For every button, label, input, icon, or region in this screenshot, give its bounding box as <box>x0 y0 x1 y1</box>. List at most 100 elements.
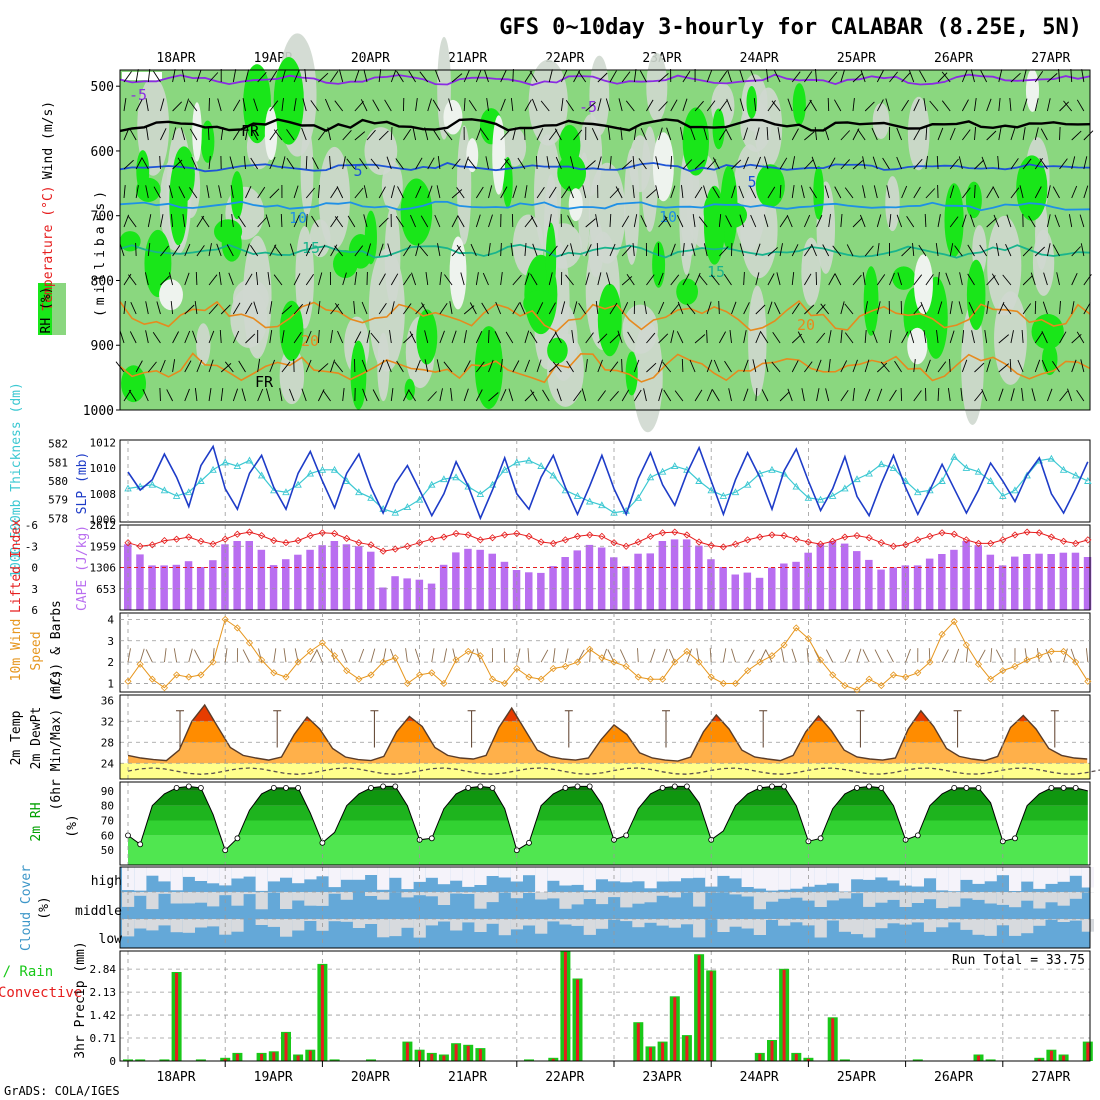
wind-barb <box>512 274 522 286</box>
wind-speed-point <box>756 658 764 666</box>
wind-barb <box>662 361 672 373</box>
wind-barb <box>552 361 562 373</box>
surface-wind-barb <box>527 648 530 663</box>
wind-barb <box>269 70 278 83</box>
cloud-clear-segment <box>632 892 645 904</box>
lifted-index-point <box>938 529 946 537</box>
rh-point <box>295 785 302 791</box>
wind-speed-point <box>719 679 727 688</box>
surface-wind-barb <box>722 648 727 663</box>
surface-wind-barb <box>224 648 228 663</box>
convective-bar <box>175 973 179 1061</box>
lifted-index-point <box>1084 536 1092 544</box>
rh-dry-patch <box>987 215 1022 316</box>
cloud-clear-segment <box>413 867 426 882</box>
surface-wind-barb <box>139 648 145 663</box>
wind-barb <box>482 272 489 286</box>
wind-barb <box>862 156 866 170</box>
wind-barb <box>971 330 975 344</box>
wind-speed-point <box>780 641 788 649</box>
cloud-clear-segment <box>571 892 584 905</box>
wind-barb <box>643 301 647 315</box>
wind-speed-point <box>829 671 837 679</box>
wind-barb <box>180 127 186 141</box>
rh-dry-patch <box>907 96 930 171</box>
rh-moist-patch <box>892 266 916 290</box>
bottom-date-label: 23APR <box>642 1070 681 1085</box>
wind-barb <box>467 158 477 170</box>
wind-barb <box>791 360 799 373</box>
wind-barb <box>311 215 319 228</box>
wind-barb <box>378 243 384 257</box>
wind-barb <box>208 243 212 257</box>
cape-bar <box>476 549 484 610</box>
wind-barb <box>566 360 574 373</box>
lifted-index-point <box>549 539 557 547</box>
upper-wind-barbs <box>115 68 1094 402</box>
wind-barb <box>147 361 157 373</box>
ylabel-cape: CAPE (J/kg) <box>75 525 90 611</box>
wind-barb <box>743 330 747 344</box>
thickness-point <box>330 465 339 473</box>
cloud-clear-segment <box>1033 892 1046 909</box>
wind-barb <box>334 245 344 257</box>
cape-tick-label: 1959 <box>90 540 117 553</box>
wind-barb <box>123 71 132 83</box>
wind-barb <box>625 100 635 112</box>
cloud-clear-segment <box>923 919 937 932</box>
temperature-tick-label: 36 <box>101 694 114 707</box>
wind-barb <box>731 185 736 199</box>
cloud-clear-segment <box>292 867 305 884</box>
wind-barb <box>896 214 903 228</box>
wind-barb <box>1063 100 1073 112</box>
ylabel-10m-wind: 10m Wind <box>9 619 24 682</box>
lifted-index-point <box>367 541 375 549</box>
surface-wind-barb <box>127 648 131 663</box>
cloud-clear-segment <box>583 867 596 891</box>
convective-bar <box>661 1042 665 1061</box>
cloud-clear-segment <box>899 919 912 925</box>
surface-wind-barb <box>358 648 365 663</box>
wind-barb <box>727 69 732 83</box>
wind-barb <box>220 304 231 315</box>
wind-barb <box>456 187 465 199</box>
rh-dry-patch <box>279 347 305 405</box>
wind-barb <box>554 128 562 141</box>
precip-tick-label: 1.42 <box>90 1009 117 1022</box>
wind-barb <box>561 186 570 199</box>
thickness-point <box>294 480 302 488</box>
wind-barb <box>434 69 441 83</box>
thickness-point <box>148 480 157 488</box>
wind-barb <box>1071 273 1078 286</box>
thickness-point <box>841 484 849 492</box>
wind-barb <box>269 188 280 199</box>
wind-barb <box>529 331 538 344</box>
wind-barb <box>670 185 676 199</box>
wind-barb <box>1059 300 1061 315</box>
cloud-clear-segment <box>802 919 815 926</box>
wind-barb <box>567 215 574 228</box>
cloud-clear-segment <box>729 892 742 895</box>
slp-tick-label: 1006 <box>90 513 117 526</box>
wind-barb <box>301 127 307 141</box>
ylabel-thickness: 1000-500mb Thickness (dm) <box>9 382 24 578</box>
wind-barb <box>130 302 137 315</box>
wind-barb <box>913 128 921 141</box>
pressure-tick-label: 1000 <box>83 404 114 419</box>
lifted-index-point <box>452 529 460 538</box>
wind-barb <box>281 98 284 112</box>
wind-barb <box>913 99 920 112</box>
cloud-clear-segment <box>778 892 791 899</box>
cloud-clear-segment <box>182 919 195 933</box>
cloud-clear-segment <box>826 867 839 884</box>
wind-barb <box>354 131 366 141</box>
rh-dry-patch <box>381 160 403 211</box>
wind-barb <box>852 160 864 170</box>
wind-barb <box>739 98 745 112</box>
cape-bar <box>889 567 897 610</box>
thickness-point <box>889 464 898 471</box>
wind-barb <box>571 330 574 344</box>
wind-barb <box>420 215 429 228</box>
wind-barb <box>330 186 338 199</box>
